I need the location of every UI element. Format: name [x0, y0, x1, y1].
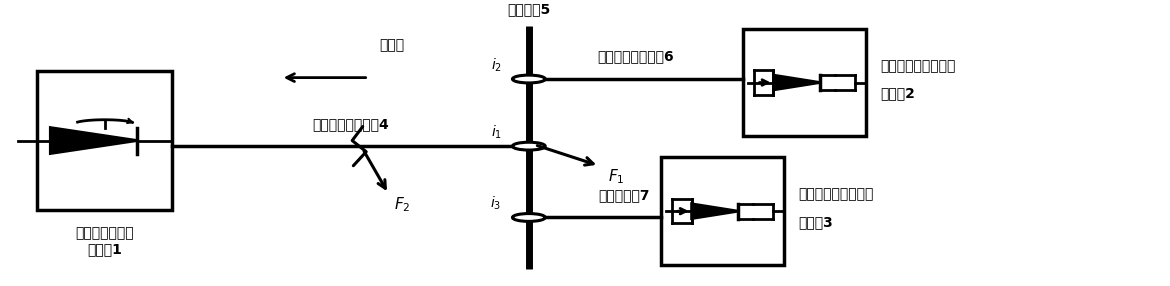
- Text: $F_2$: $F_2$: [394, 195, 411, 214]
- Text: $i_3$: $i_3$: [490, 195, 502, 212]
- Text: 换流站3: 换流站3: [798, 215, 833, 229]
- Text: $i_1$: $i_1$: [490, 124, 502, 141]
- Bar: [743, 29, 866, 136]
- Text: $F_1$: $F_1$: [608, 167, 625, 186]
- Text: 正方向: 正方向: [379, 38, 405, 52]
- Circle shape: [512, 142, 545, 150]
- Bar: [661, 157, 784, 265]
- Text: 第二电压源换流器型: 第二电压源换流器型: [798, 187, 873, 201]
- Circle shape: [512, 214, 545, 221]
- Text: 第二直流输电线褄6: 第二直流输电线褄6: [598, 50, 674, 63]
- Text: 汇流母线5: 汇流母线5: [508, 2, 550, 16]
- Text: 第一直流输电线褄4: 第一直流输电线褄4: [312, 117, 388, 131]
- Text: 电流源换流器型: 电流源换流器型: [75, 226, 135, 240]
- Text: 汇流连接线7: 汇流连接线7: [598, 188, 651, 202]
- Bar: [37, 71, 172, 210]
- Polygon shape: [50, 128, 137, 154]
- Text: 换流站2: 换流站2: [880, 87, 915, 101]
- Text: 第一电压源换流器型: 第一电压源换流器型: [880, 59, 955, 73]
- Circle shape: [512, 75, 545, 83]
- Polygon shape: [691, 204, 738, 219]
- Text: 换流站1: 换流站1: [88, 243, 122, 257]
- Polygon shape: [773, 75, 820, 90]
- Text: $i_2$: $i_2$: [490, 57, 502, 74]
